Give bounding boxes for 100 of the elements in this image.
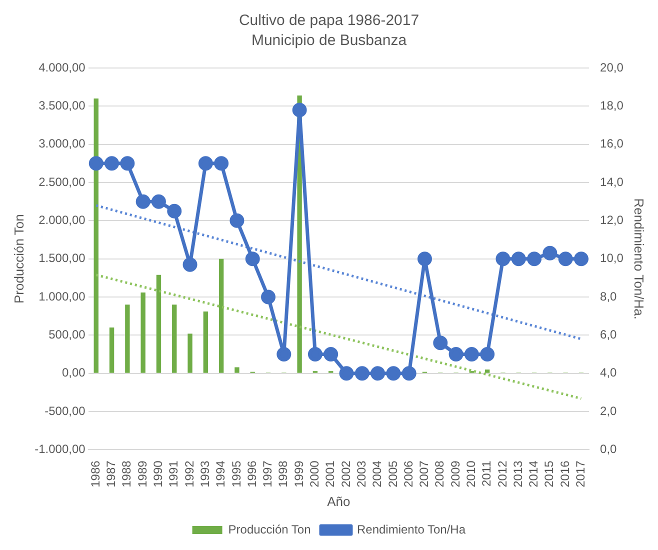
x-tick-label: 2017 xyxy=(574,460,588,488)
x-tick-label: 2008 xyxy=(432,460,447,488)
point xyxy=(527,252,542,266)
point xyxy=(370,366,386,381)
x-tick-label: 2009 xyxy=(448,460,462,488)
point xyxy=(324,347,338,362)
point xyxy=(402,366,416,381)
bar xyxy=(218,258,224,373)
y2-tick-label: 20,0 xyxy=(600,60,624,74)
x-tick-label: 1992 xyxy=(182,460,196,488)
chart-subtitle: Municipio de Busbanza xyxy=(251,32,408,50)
x-tick-label: 1997 xyxy=(260,460,275,488)
bar xyxy=(188,334,192,373)
x-tick-label: 2011 xyxy=(480,460,494,487)
y-tick-label: 1.500,00 xyxy=(38,251,86,266)
point xyxy=(167,204,182,218)
point xyxy=(496,252,510,266)
y2-tick-label: 14,0 xyxy=(600,174,624,189)
x-tick-label: 1989 xyxy=(135,460,150,488)
chart-title: Cultivo de papa 1986-2017 xyxy=(238,12,420,30)
legend-label: Rendimiento Ton/Ha xyxy=(356,522,466,536)
x-tick-label: 2013 xyxy=(510,460,525,488)
x-tick-label: 2010 xyxy=(464,460,478,488)
y-tick-label: -1.000,00 xyxy=(34,442,86,456)
bar xyxy=(125,304,130,373)
x-tick-label: 1995 xyxy=(229,460,244,488)
y2-tick-label: 12,0 xyxy=(600,212,624,227)
x-tick-label: 2003 xyxy=(354,460,368,488)
y-tick-label: 0,00 xyxy=(62,366,86,380)
y-tick-label: 3.000,00 xyxy=(38,136,86,151)
bar xyxy=(156,274,162,373)
x-axis-title: Año xyxy=(327,494,350,509)
point xyxy=(574,252,588,266)
x-tick-label: 2015 xyxy=(542,460,556,488)
point xyxy=(417,252,432,266)
point xyxy=(292,102,307,118)
x-tick-label: 1994 xyxy=(214,460,228,488)
x-tick-label: 1999 xyxy=(292,460,306,488)
bar xyxy=(94,98,98,373)
point xyxy=(386,366,401,381)
y-tick-label: -500,00 xyxy=(44,404,86,418)
x-tick-label: 1996 xyxy=(244,460,259,488)
legend-label: Producción Ton xyxy=(228,522,311,536)
x-tick-label: 2006 xyxy=(401,460,416,488)
point xyxy=(230,213,244,228)
point xyxy=(308,347,322,362)
y2-tick-label: 16,0 xyxy=(600,136,624,151)
x-tick-label: 1986 xyxy=(88,460,102,488)
bar xyxy=(234,367,240,373)
y2-tick-label: 0,0 xyxy=(600,442,618,456)
x-tick-label: 1993 xyxy=(198,460,212,488)
point xyxy=(120,156,135,171)
bar xyxy=(109,328,114,373)
y-axis-title: Producción Ton xyxy=(11,214,26,304)
point xyxy=(214,156,229,171)
y-tick-label: 4.000,00 xyxy=(38,60,86,74)
x-tick-label: 2004 xyxy=(370,460,384,488)
point xyxy=(245,252,260,266)
x-tick-label: 2000 xyxy=(308,460,322,488)
x-tick-label: 1990 xyxy=(151,460,166,488)
point xyxy=(448,347,464,362)
x-tick-label: 2001 xyxy=(323,460,338,488)
point xyxy=(339,366,354,381)
point xyxy=(198,156,213,171)
point xyxy=(136,194,150,209)
point xyxy=(480,347,495,362)
bar xyxy=(140,292,146,373)
point xyxy=(433,336,448,350)
y-tick-label: 2.500,00 xyxy=(38,174,86,189)
x-tick-label: 2014 xyxy=(526,460,541,488)
bar xyxy=(172,304,177,373)
point xyxy=(511,252,526,266)
x-tick-label: 1991 xyxy=(166,460,181,488)
point xyxy=(276,347,292,362)
y-tick-label: 500,00 xyxy=(48,328,86,342)
y2-tick-label: 2,0 xyxy=(600,404,618,418)
x-tick-label: 1998 xyxy=(276,460,290,488)
y-tick-label: 2.000,00 xyxy=(38,212,86,227)
point xyxy=(104,156,120,171)
x-tick-label: 2002 xyxy=(338,460,353,488)
point xyxy=(542,246,558,260)
point xyxy=(88,156,104,171)
y2-axis-title: Rendimiento Ton/Ha. xyxy=(632,198,647,320)
x-tick-label: 1988 xyxy=(120,460,134,488)
y-tick-label: 3.500,00 xyxy=(38,98,86,112)
x-tick-label: 2016 xyxy=(558,460,572,488)
x-tick-label: 2012 xyxy=(495,460,510,488)
point xyxy=(354,366,370,381)
point xyxy=(182,257,198,272)
y2-tick-label: 18,0 xyxy=(600,98,624,112)
bar xyxy=(484,370,490,373)
y-tick-label: 1.000,00 xyxy=(38,289,86,304)
point xyxy=(151,194,166,209)
x-tick-label: 2007 xyxy=(417,460,432,488)
x-tick-label: 2005 xyxy=(386,460,400,488)
bar xyxy=(203,312,208,373)
y2-tick-label: 8,0 xyxy=(600,289,618,304)
y2-tick-label: 4,0 xyxy=(600,366,618,380)
x-tick-label: 1987 xyxy=(104,460,118,488)
point xyxy=(558,252,573,266)
